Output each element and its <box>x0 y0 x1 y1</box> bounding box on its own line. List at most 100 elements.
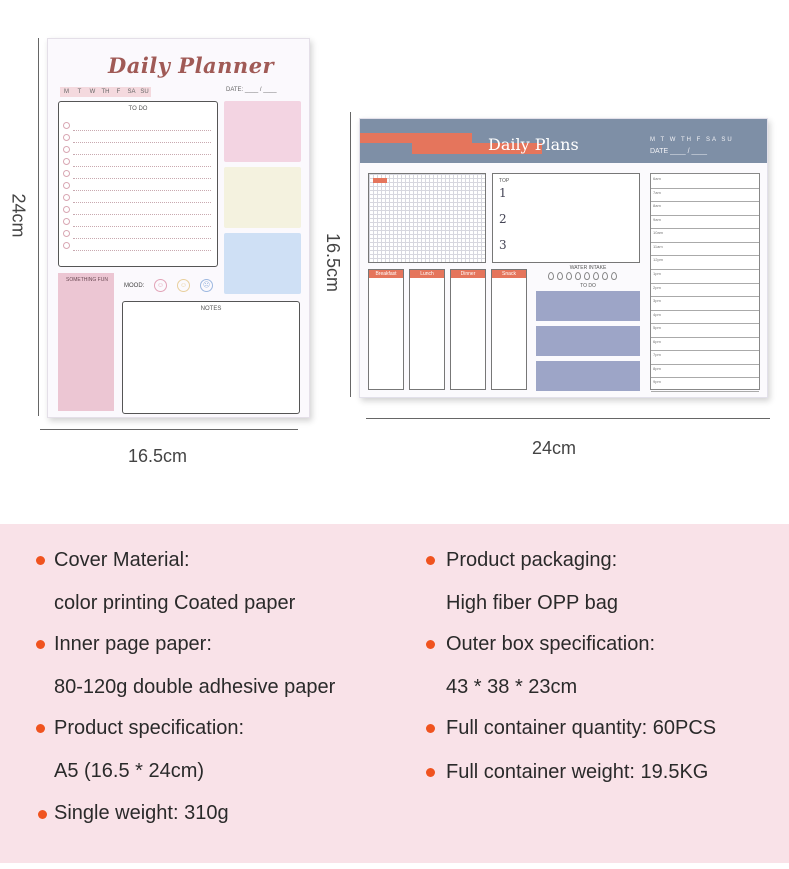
schedule-line <box>651 268 759 270</box>
schedule-line <box>651 323 759 325</box>
coral-stripe <box>412 143 542 154</box>
weekday-cell: TH <box>99 87 112 97</box>
checkbox-icon <box>63 218 70 225</box>
weekday-cell: W <box>86 87 99 97</box>
blue-note-swatch <box>224 233 301 294</box>
weekday-cell: T <box>73 87 86 97</box>
checkbox-icon <box>63 122 70 129</box>
bullet-dot-icon <box>36 556 45 565</box>
header-band: Daily Plans M T W TH F SA SU DATE ____ /… <box>360 119 767 163</box>
schedule-time: 7am <box>653 189 661 195</box>
something-fun-label: SOMETHING FUN <box>66 277 108 283</box>
grid-note-box <box>368 173 486 263</box>
sad-face-icon: ☹ <box>200 279 213 292</box>
water-intake-label: WATER INTAKE <box>569 265 607 271</box>
left-height-label: 24cm <box>8 193 29 238</box>
spec-label: Single weight: 310g <box>54 802 229 824</box>
schedule-time: 2pm <box>653 284 661 290</box>
cream-note-swatch <box>224 167 301 228</box>
meal-column: Breakfast <box>368 269 404 390</box>
date-field: DATE ____ / ____ <box>650 148 708 155</box>
weekday-cell: F <box>112 87 125 97</box>
grid-tag <box>373 178 387 183</box>
bullet-dot-icon <box>38 810 47 819</box>
spec-label: Full container weight: 19.5KG <box>446 761 709 783</box>
planner-title: Daily Planner <box>108 53 275 78</box>
checkbox-icon <box>63 182 70 189</box>
bullet-dot-icon <box>426 724 435 733</box>
todo-line <box>73 130 211 131</box>
schedule-time: 6pm <box>653 338 661 344</box>
todo-label: TO DO <box>580 283 596 289</box>
todo-line <box>73 202 211 203</box>
bullet-dot-icon <box>426 768 435 777</box>
schedule-time: 9am <box>653 216 661 222</box>
spec-label: Full container quantity: 60PCS <box>446 717 717 739</box>
checkbox-icon <box>63 158 70 165</box>
schedule-line <box>651 255 759 257</box>
todo-line <box>73 238 211 239</box>
water-drop-icon <box>611 272 617 280</box>
schedule-time: 10am <box>653 230 664 236</box>
schedule-line <box>651 228 759 230</box>
notes-box: NOTES <box>122 301 300 414</box>
weekday-cell: M <box>60 87 73 97</box>
schedule-line <box>651 377 759 379</box>
todo-bar <box>536 361 640 391</box>
mood-label: MOOD: <box>124 283 145 289</box>
todo-line <box>73 154 211 155</box>
priority-number: 1 <box>499 186 507 200</box>
water-drop-icon <box>584 272 590 280</box>
daily-plans-sheet: Daily Plans M T W TH F SA SU DATE ____ /… <box>359 118 768 398</box>
schedule-time: 12pm <box>653 257 664 263</box>
schedule-time: 5pm <box>653 325 661 331</box>
todo-box: TO DO <box>58 101 218 267</box>
water-drops <box>548 272 617 280</box>
meal-tag: Breakfast <box>369 270 403 278</box>
priority-number: 3 <box>499 238 507 252</box>
weekday-cell: SA <box>125 87 138 97</box>
spec-value: High fiber OPP bag <box>446 592 618 614</box>
date-field: DATE: ____ / ____ <box>226 87 277 93</box>
water-drop-icon <box>575 272 581 280</box>
bullet-dot-icon <box>36 724 45 733</box>
left-width-dimension-line <box>40 429 298 430</box>
schedule-line <box>651 336 759 338</box>
neutral-face-icon: ☺ <box>177 279 190 292</box>
meal-column: Dinner <box>450 269 486 390</box>
right-width-label: 24cm <box>532 438 577 458</box>
left-width-label: 16.5cm <box>128 446 188 466</box>
schedule-line <box>651 363 759 365</box>
schedule-time: 8am <box>653 203 661 209</box>
bullet-dot-icon <box>426 556 435 565</box>
weekday-cell: SU <box>138 87 151 97</box>
right-height-dimension-line <box>350 112 351 397</box>
right-width-dimension-line <box>366 418 770 419</box>
coral-stripe <box>360 133 472 143</box>
schedule-line <box>651 214 759 216</box>
checkbox-icon <box>63 194 70 201</box>
checkbox-icon <box>63 230 70 237</box>
todo-line <box>73 226 211 227</box>
meal-column: Lunch <box>409 269 445 390</box>
left-height-dimension-line <box>38 38 39 416</box>
schedule-line <box>651 391 759 392</box>
todo-line <box>73 142 211 143</box>
schedule-line <box>651 309 759 311</box>
schedule-line <box>651 296 759 298</box>
something-fun-box: SOMETHING FUN <box>58 273 114 411</box>
meal-tag: Dinner <box>451 270 485 278</box>
water-drop-icon <box>566 272 572 280</box>
spec-label: Cover Material: <box>54 549 190 571</box>
checkbox-icon <box>63 206 70 213</box>
checkbox-icon <box>63 242 70 249</box>
spec-label: Product packaging: <box>446 549 618 571</box>
meal-tag: Snack <box>492 270 526 278</box>
todo-label: TO DO <box>128 106 148 112</box>
todo-line <box>73 250 211 251</box>
schedule-time: 8pm <box>653 365 661 371</box>
schedule-line <box>651 350 759 352</box>
top-priorities-box: TOP 1 2 3 <box>492 173 640 263</box>
water-drop-icon <box>602 272 608 280</box>
happy-face-icon: ☺ <box>154 279 167 292</box>
